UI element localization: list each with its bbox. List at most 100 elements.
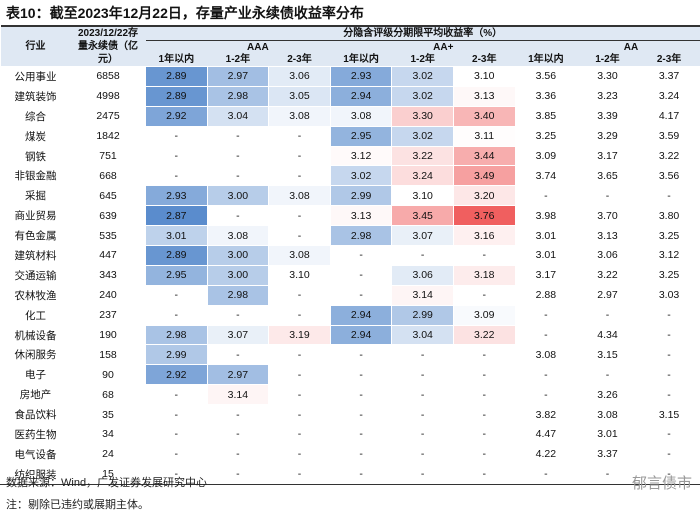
table-cell: 3.22 xyxy=(452,324,516,346)
table-cell: - xyxy=(637,304,700,326)
table-cell: 2.98 xyxy=(329,225,393,247)
table-cell: 3.02 xyxy=(391,125,454,147)
table-cell: - xyxy=(268,463,331,485)
table-row: 钢铁 751- - -3.12 3.22 3.44 3.09 3.17 3.22 xyxy=(0,145,700,167)
table-cell: 2.92 xyxy=(145,105,208,127)
table-cell: 2.99 xyxy=(145,344,208,366)
table-cell: - xyxy=(576,364,639,386)
table-cell: 3.07 xyxy=(206,324,270,346)
table-cell: - xyxy=(268,344,331,366)
header-cell: AA xyxy=(515,40,639,54)
table-cell: - xyxy=(452,364,516,386)
table-cell: - xyxy=(206,424,270,445)
table-cell: - xyxy=(452,443,516,465)
table-cell: - xyxy=(145,125,208,147)
table-cell: - xyxy=(329,284,393,306)
table-row: 非银金融 668- - -3.02 3.24 3.49 3.74 3.65 3.56 xyxy=(0,165,700,187)
table-cell: - xyxy=(514,463,578,485)
table-cell: 3.14 xyxy=(391,284,454,306)
table-cell: 3.08 xyxy=(514,344,578,366)
table-header: 行业 2023/12/22存量永续债（亿元） 分隐含评级分期限平均收益率（%） AA A… xyxy=(0,24,700,67)
table-cell: 4.47 xyxy=(514,424,578,445)
table-cell: 3.13 xyxy=(576,225,639,247)
table-cell: 6858 xyxy=(70,66,146,87)
table-cell: - xyxy=(391,443,454,465)
header-cell xyxy=(453,40,516,54)
table-cell: 建筑材料 xyxy=(0,245,71,266)
table-cell: 3.00 xyxy=(206,245,270,266)
table-cell: - xyxy=(268,165,331,187)
table-cell: 3.30 xyxy=(391,105,454,127)
header-row: 1年以内 1-2年 2-3年 1年以内 1-2年 2-3年 1年以内 1-2年 2-3年 xyxy=(1,53,700,67)
header-cell: 2-3年 xyxy=(268,53,331,67)
header-cell: 1年以内 xyxy=(145,53,208,67)
table-cell: 3.76 xyxy=(452,205,516,227)
table-cell: 3.04 xyxy=(206,105,270,127)
table-cell: 3.03 xyxy=(637,284,700,306)
table-cell: 公用事业 xyxy=(0,66,71,87)
table-cell: 3.13 xyxy=(329,205,393,227)
table-cell: 4.22 xyxy=(514,443,578,465)
table-cell: 3.45 xyxy=(391,205,454,227)
table-cell: - xyxy=(329,384,393,406)
table-cell: - xyxy=(145,145,208,167)
table-cell: 3.22 xyxy=(637,145,700,167)
table-cell: 3.24 xyxy=(391,165,454,187)
header-cell xyxy=(638,40,700,54)
header-cell: 1年以内 xyxy=(515,53,577,67)
table-cell: - xyxy=(206,205,270,227)
table-cell: 3.56 xyxy=(637,165,700,187)
table-cell: 4998 xyxy=(70,85,146,107)
table-cell: 3.01 xyxy=(145,225,208,247)
table-cell: 3.30 xyxy=(576,66,639,87)
table-cell: 3.00 xyxy=(206,264,270,286)
table-cell: 2.97 xyxy=(576,284,639,306)
table-cell: 商业贸易 xyxy=(0,205,71,227)
table-cell: 3.01 xyxy=(576,424,639,445)
table-cell: 2.95 xyxy=(329,125,393,147)
table-cell: 2.92 xyxy=(145,364,208,386)
table-cell: - xyxy=(391,404,454,426)
table-cell: - xyxy=(268,304,331,326)
table-cell: 房地产 xyxy=(0,384,71,406)
table-cell: - xyxy=(576,185,639,207)
table-cell: 2.93 xyxy=(329,66,393,87)
source: 数据来源：Wind，广发证券发展研究中心 xyxy=(6,477,208,489)
table-cell: 3.40 xyxy=(452,105,516,127)
note: 注：剔除已违约或展期主体。 xyxy=(6,499,149,511)
table-cell: 639 xyxy=(70,205,146,227)
table-cell: - xyxy=(637,384,700,406)
table-cell: - xyxy=(391,424,454,445)
table-cell: - xyxy=(329,344,393,366)
table-cell: - xyxy=(268,225,331,247)
table-row: 建筑装饰 4998 2.89 2.98 3.05 2.94 3.02 3.13 3.36 3.23… xyxy=(0,85,700,107)
table-cell: 3.65 xyxy=(576,165,639,187)
table-cell: 3.02 xyxy=(329,165,393,187)
table-cell: 3.18 xyxy=(452,264,516,286)
table-row: 医药生物 34- - - - - -4.47 3.01- xyxy=(0,424,700,445)
table-cell: 有色金属 xyxy=(0,225,71,247)
table-cell: 农林牧渔 xyxy=(0,284,71,306)
table-cell: 2.95 xyxy=(145,264,208,286)
table-cell: 751 xyxy=(70,145,146,167)
table-row: 建筑材料 447 2.89 3.00 3.08- - -3.01 3.06 3.12 xyxy=(0,245,700,266)
header-cell: 分隐含评级分期限平均收益率（%） xyxy=(145,24,700,41)
table-cell: 3.85 xyxy=(514,105,578,127)
table-cell: 2.94 xyxy=(329,304,393,326)
table-cell: 3.17 xyxy=(576,145,639,167)
header-row: 行业 2023/12/22存量永续债（亿元） 分隐含评级分期限平均收益率（%） xyxy=(0,24,700,67)
table-cell: 3.06 xyxy=(391,264,454,286)
header-cell: AA+ xyxy=(330,40,454,54)
table-cell: 机械设备 xyxy=(0,324,71,346)
table-cell: - xyxy=(206,404,270,426)
table-cell: 综合 xyxy=(0,105,71,127)
table-cell: - xyxy=(637,344,700,366)
table-row: 综合 2475 2.92 3.04 3.08 3.08 3.30 3.40 3.85 3.39 4.… xyxy=(0,105,700,127)
table-cell: 3.10 xyxy=(391,185,454,207)
table-cell: - xyxy=(268,205,331,227)
table-cell: 3.12 xyxy=(637,245,700,266)
table-cell: 医药生物 xyxy=(0,424,71,445)
table-cell: 2.99 xyxy=(391,304,454,326)
table-cell: 3.08 xyxy=(576,404,639,426)
table-cell: 食品饮料 xyxy=(0,404,71,426)
